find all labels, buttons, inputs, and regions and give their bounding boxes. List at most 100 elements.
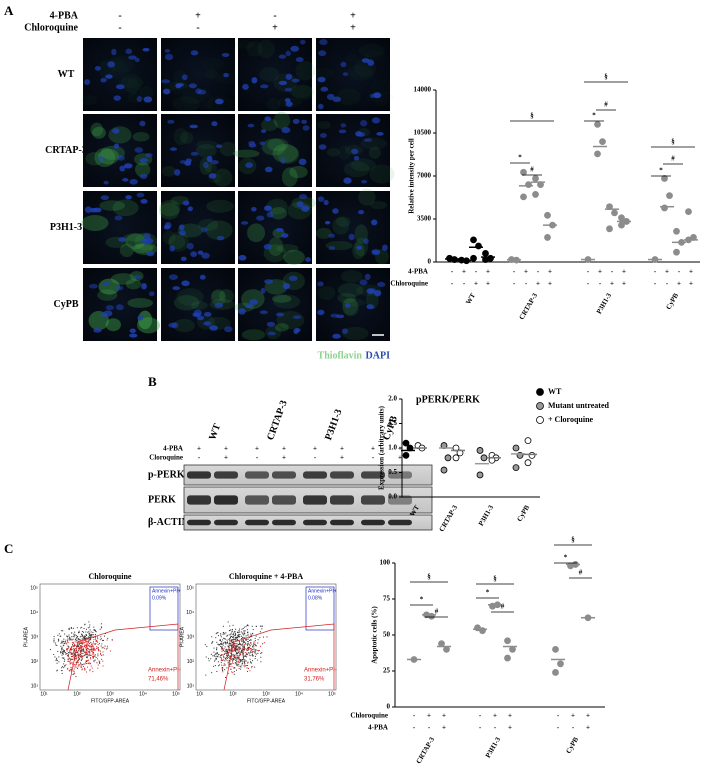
event: [236, 636, 238, 638]
data-point: [611, 209, 618, 217]
event: [229, 656, 231, 658]
nucleus: [341, 328, 349, 335]
event: [235, 659, 237, 661]
event: [70, 648, 72, 650]
event: [53, 636, 55, 638]
event: [70, 658, 72, 660]
nucleus: [317, 281, 324, 287]
event: [236, 644, 238, 646]
event: [237, 635, 239, 637]
nucleus: [115, 285, 124, 291]
event: [73, 673, 75, 675]
event: [93, 636, 95, 638]
event: [89, 637, 91, 639]
event: [80, 650, 82, 652]
event: [65, 653, 67, 655]
cell: [176, 288, 204, 306]
nucleus: [209, 325, 218, 331]
event: [213, 651, 215, 653]
event: [243, 626, 245, 628]
treatment-sign: -: [196, 22, 199, 33]
event: [88, 645, 90, 647]
nucleus: [292, 315, 302, 320]
event: [247, 649, 249, 651]
event: [231, 628, 233, 630]
treatment-sign: -: [654, 280, 657, 288]
event: [228, 647, 230, 649]
y-tick-label: 1.5: [388, 419, 397, 427]
cell: [241, 329, 266, 341]
event: [233, 650, 235, 652]
event: [74, 634, 76, 636]
event: [93, 656, 95, 658]
row-label: p-PERK: [148, 469, 185, 480]
event: [249, 670, 251, 672]
event: [50, 649, 52, 651]
event: [244, 655, 246, 657]
event: [243, 648, 245, 650]
event: [94, 630, 96, 632]
nucleus: [203, 321, 212, 326]
event: [102, 660, 104, 662]
event: [236, 649, 238, 651]
treatment-sign: +: [224, 454, 228, 462]
event: [235, 634, 237, 636]
cell: [352, 242, 365, 260]
y-tick-label: 10²: [31, 659, 39, 665]
event: [223, 637, 225, 639]
legend-marker: [536, 402, 544, 410]
nucleus: [143, 96, 153, 103]
event: [64, 633, 66, 635]
cell: [113, 60, 128, 79]
event: [106, 645, 108, 647]
event: [77, 653, 79, 655]
treatment-sign: -: [513, 268, 516, 276]
significance-label: *: [564, 554, 568, 562]
event: [111, 639, 113, 641]
nucleus: [178, 224, 185, 231]
cell: [161, 165, 176, 177]
event: [60, 649, 62, 651]
event: [239, 648, 241, 650]
event: [64, 659, 66, 661]
event: [236, 646, 238, 648]
event: [231, 630, 233, 632]
nucleus: [342, 72, 349, 77]
event: [77, 654, 79, 656]
event: [234, 667, 236, 669]
treatment-sign: -: [678, 268, 681, 276]
event: [254, 655, 256, 657]
event: [243, 647, 245, 649]
cell: [191, 301, 208, 310]
event: [252, 648, 254, 650]
event: [70, 649, 72, 651]
event: [237, 644, 239, 646]
data-point: [557, 660, 564, 668]
event: [74, 631, 76, 633]
event: [78, 643, 80, 645]
event: [225, 649, 227, 651]
event: [241, 640, 243, 642]
image-tile: [316, 268, 390, 341]
cell: [317, 286, 336, 300]
event: [257, 639, 259, 641]
nucleus: [84, 206, 92, 213]
x-tick-label: 10⁴: [295, 691, 303, 697]
event: [73, 646, 75, 648]
event: [250, 633, 252, 635]
event: [221, 647, 223, 649]
y-tick-label: 1.0: [388, 444, 397, 452]
nucleus: [129, 328, 136, 333]
nucleus: [148, 291, 155, 297]
y-tick-label: 50: [383, 631, 391, 639]
event: [85, 644, 87, 646]
event: [53, 641, 55, 643]
event: [232, 650, 234, 652]
event: [95, 657, 97, 659]
event: [228, 656, 230, 658]
event: [248, 652, 250, 654]
event: [236, 631, 238, 633]
nucleus: [103, 180, 109, 185]
event: [63, 640, 65, 642]
nucleus: [221, 52, 230, 57]
